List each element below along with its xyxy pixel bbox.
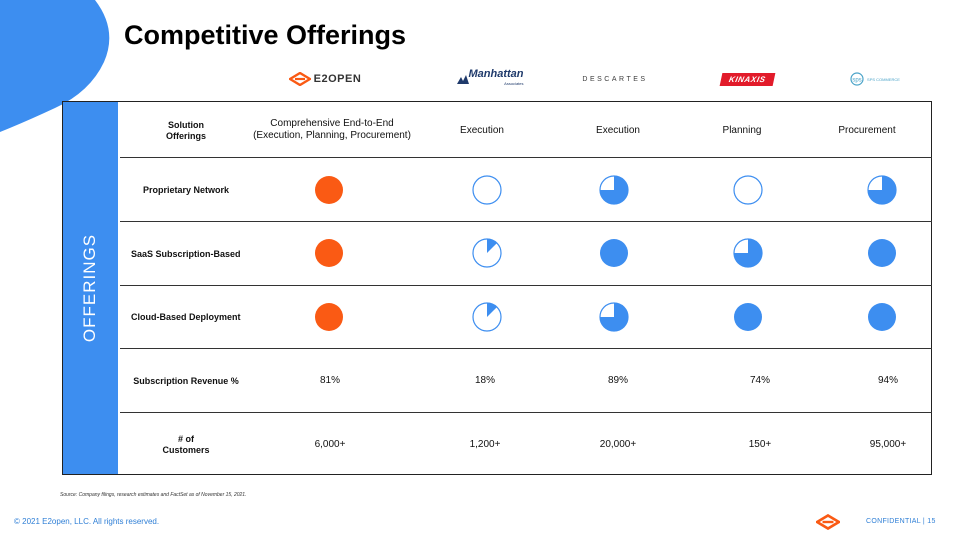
harvey-ball-kinaxis — [733, 175, 763, 205]
source-footnote: Source: Company filings, research estima… — [60, 492, 247, 498]
row-divider — [120, 221, 932, 222]
row-divider — [120, 348, 932, 349]
e2open-logo: E2OPEN — [285, 62, 365, 96]
sps-commerce-logo-icon: sps — [850, 72, 864, 86]
harvey-ball-sps — [868, 239, 896, 267]
header-cell-kinaxis: Planning — [722, 125, 762, 136]
proprietary-network-label: Proprietary Network — [142, 185, 230, 195]
harvey-ball-sps — [868, 303, 896, 331]
e2open-logo-text: E2OPEN — [313, 73, 362, 85]
row-divider — [120, 285, 932, 286]
header-cell-descartes: Execution — [596, 125, 640, 136]
harvey-ball-manhattan — [472, 175, 502, 205]
customers-e2open: 6,000+ — [314, 439, 346, 450]
descartes-logo: DESCARTES — [575, 62, 655, 96]
customers-label: # of Customers — [162, 434, 210, 455]
header-cell-e2open: Comprehensive End-to-End (Execution, Pla… — [253, 118, 411, 141]
revenue-kinaxis: 74% — [749, 375, 770, 386]
offerings-band — [63, 102, 118, 474]
row-divider — [120, 412, 932, 413]
header-cell-sps: Procurement — [838, 125, 896, 136]
kinaxis-logo-text: KINAXIS — [719, 72, 775, 86]
cloud-deployment-label: Cloud-Based Deployment — [131, 312, 241, 322]
customers-kinaxis: 150+ — [748, 439, 772, 450]
descartes-logo-text: DESCARTES — [582, 75, 648, 83]
harvey-ball-e2open — [315, 176, 343, 204]
sps-commerce-logo: sps SPS COMMERCE — [840, 62, 910, 96]
header-row-label: Solution Offerings — [165, 120, 206, 141]
confidential-page-number: CONFIDENTIAL | 15 — [866, 518, 936, 525]
comparison-table — [62, 101, 932, 475]
customers-sps: 95,000+ — [869, 439, 907, 450]
harvey-ball-e2open — [315, 303, 343, 331]
customers-descartes: 20,000+ — [599, 439, 637, 450]
subscription-revenue-label: Subscription Revenue % — [133, 376, 239, 386]
harvey-ball-sps — [867, 175, 897, 205]
corner-decoration — [0, 0, 110, 132]
offerings-label: OFFERINGS — [80, 233, 99, 343]
customers-manhattan: 1,200+ — [469, 439, 501, 450]
manhattan-logo: Manhattan Associates — [450, 62, 530, 96]
harvey-ball-manhattan — [472, 238, 502, 268]
kinaxis-logo: KINAXIS — [716, 62, 778, 96]
e2open-footer-logo-icon — [816, 514, 840, 530]
harvey-ball-descartes — [600, 239, 628, 267]
harvey-ball-manhattan — [472, 302, 502, 332]
saas-subscription-label: SaaS Subscription-Based — [131, 249, 241, 259]
harvey-ball-kinaxis — [734, 303, 762, 331]
header-cell-manhattan: Execution — [460, 125, 504, 136]
copyright-text: © 2021 E2open, LLC. All rights reserved. — [14, 517, 160, 526]
svg-text:sps: sps — [852, 78, 861, 84]
manhattan-logo-subtext: Associates — [504, 81, 524, 86]
revenue-sps: 94% — [877, 375, 898, 386]
revenue-manhattan: 18% — [474, 375, 495, 386]
harvey-ball-descartes — [599, 175, 629, 205]
row-divider — [120, 157, 932, 158]
revenue-descartes: 89% — [607, 375, 628, 386]
revenue-e2open: 81% — [319, 375, 340, 386]
harvey-ball-e2open — [315, 239, 343, 267]
harvey-ball-descartes — [599, 302, 629, 332]
manhattan-logo-icon — [456, 74, 469, 84]
sps-commerce-logo-text: SPS COMMERCE — [867, 76, 900, 82]
e2open-logo-icon — [288, 72, 311, 86]
harvey-ball-kinaxis — [733, 238, 763, 268]
manhattan-logo-text: Manhattan — [468, 68, 524, 80]
page-title: Competitive Offerings — [124, 20, 407, 50]
